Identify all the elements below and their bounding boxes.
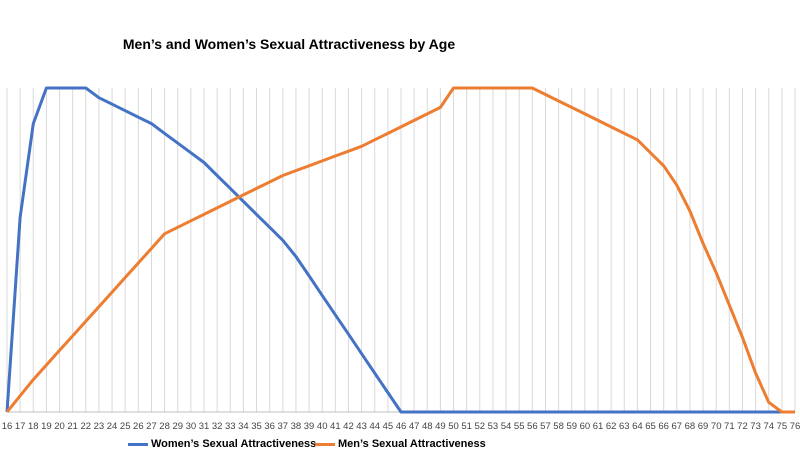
x-tick-label: 26 [133,421,144,432]
x-tick-label: 25 [120,421,131,432]
series-lines [5,86,795,414]
x-tick-label: 65 [645,421,656,432]
legend-label-men: Men’s Sexual Attractiveness [338,438,486,450]
x-tick-label: 42 [343,421,354,432]
x-tick-label: 32 [212,421,223,432]
x-tick-label: 72 [737,421,748,432]
x-tick-label: 49 [435,421,446,432]
x-tick-label: 34 [238,421,249,432]
x-tick-label: 36 [264,421,275,432]
x-tick-label: 38 [291,421,302,432]
x-tick-label: 43 [356,421,367,432]
x-tick-label: 56 [527,421,538,432]
x-tick-label: 20 [54,421,65,432]
x-tick-label: 55 [514,421,525,432]
legend-label-women: Women’s Sexual Attractiveness [151,438,317,450]
legend-item-women: Women’s Sexual Attractiveness [128,438,316,450]
x-tick-label: 28 [159,421,170,432]
x-tick-label: 17 [15,421,26,432]
x-tick-label: 64 [632,421,643,432]
x-tick-label: 60 [580,421,591,432]
series-line-men [5,86,795,414]
x-tick-label: 46 [396,421,407,432]
x-tick-label: 41 [330,421,341,432]
x-tick-label: 50 [448,421,459,432]
x-tick-label: 51 [461,421,472,432]
x-tick-label: 76 [790,421,800,432]
chart-title: Men’s and Women’s Sexual Attractiveness … [122,36,456,52]
x-tick-label: 53 [488,421,499,432]
x-tick-label: 68 [685,421,696,432]
x-tick-label: 22 [81,421,92,432]
x-tick-label: 18 [28,421,39,432]
x-tick-label: 75 [777,421,788,432]
x-tick-label: 61 [593,421,604,432]
x-tick-label: 57 [540,421,551,432]
legend-swatch-women [128,442,148,446]
legend-item-men: Men’s Sexual Attractiveness [315,438,486,450]
x-tick-label: 74 [763,421,774,432]
series-line-women [5,86,795,414]
x-tick-label: 62 [606,421,617,432]
x-tick-label: 59 [566,421,577,432]
x-tick-label: 31 [199,421,210,432]
x-tick-label: 35 [251,421,262,432]
x-tick-label: 33 [225,421,236,432]
x-tick-label: 58 [553,421,564,432]
x-tick-label: 21 [67,421,78,432]
vertical-gridlines [6,88,796,412]
legend-swatch-men [315,442,335,446]
x-tick-label: 27 [146,421,157,432]
x-tick-label: 69 [698,421,709,432]
x-tick-label: 70 [711,421,722,432]
x-tick-label: 45 [383,421,394,432]
x-tick-label: 16 [2,421,13,432]
legend: Women’s Sexual Attractiveness Men’s Sexu… [0,438,800,452]
x-tick-label: 66 [658,421,669,432]
x-tick-label: 39 [304,421,315,432]
x-tick-label: 19 [41,421,52,432]
x-tick-label: 48 [422,421,433,432]
x-tick-label: 37 [278,421,289,432]
x-tick-label: 30 [186,421,197,432]
x-tick-label: 67 [672,421,683,432]
x-tick-label: 40 [317,421,328,432]
x-axis-tick-labels: 16 17 18 19 20 21 22 23 24 25 26 27 28 29 30 31 32 33 34 35… [2,421,800,432]
x-tick-label: 63 [619,421,630,432]
x-tick-label: 71 [724,421,735,432]
x-tick-label: 44 [369,421,380,432]
x-tick-label: 23 [94,421,105,432]
x-tick-label: 52 [475,421,486,432]
x-tick-label: 54 [501,421,512,432]
x-tick-label: 24 [107,421,118,432]
x-tick-label: 73 [750,421,761,432]
x-tick-label: 47 [409,421,420,432]
x-tick-label: 29 [172,421,183,432]
